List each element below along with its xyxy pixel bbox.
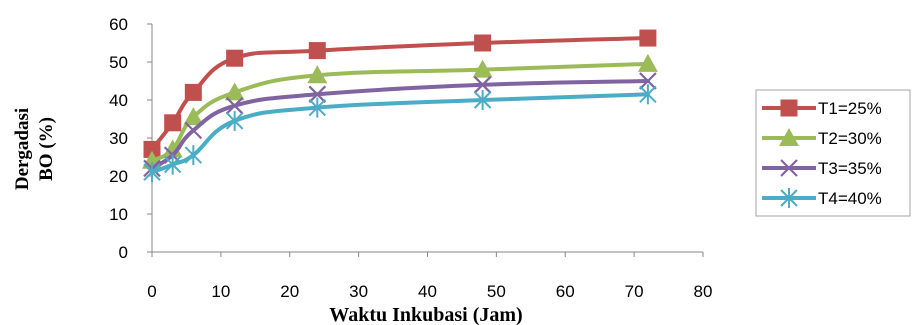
legend-label: T1=25%: [818, 99, 882, 118]
series-layer: [142, 30, 658, 183]
legend-label: T3=35%: [818, 159, 882, 178]
data-point: [164, 114, 181, 131]
x-tick-label: 50: [487, 282, 506, 301]
data-point: [185, 145, 201, 165]
series-line: [152, 94, 648, 172]
y-tick-label: 50: [109, 53, 128, 72]
x-tick-label: 0: [147, 282, 156, 301]
data-point: [474, 35, 491, 52]
y-axis-title: Dergadasi BO (%): [12, 108, 57, 190]
series-3: [144, 73, 656, 176]
data-point: [226, 50, 243, 67]
legend-label: T4=40%: [818, 189, 882, 208]
x-axis-title: Waktu Inkubasi (Jam): [329, 304, 522, 325]
y-tick-label: 20: [109, 167, 128, 186]
x-tick-label: 10: [211, 282, 230, 301]
y-axis-title-line-1: Dergadasi: [12, 108, 33, 190]
data-point: [639, 30, 656, 47]
x-tick-label: 20: [280, 282, 299, 301]
data-point: [185, 84, 202, 101]
legend: T1=25% T2=30% T3=35% T4=40%: [756, 90, 910, 216]
series-line: [152, 64, 648, 161]
series-1: [144, 30, 657, 158]
y-tick-label: 10: [109, 205, 128, 224]
y-tick-label: 30: [109, 129, 128, 148]
y-axis-title-line-2: BO (%): [36, 117, 57, 181]
x-tick-label: 30: [349, 282, 368, 301]
legend-label: T2=30%: [818, 129, 882, 148]
x-tick-label: 80: [694, 282, 713, 301]
y-tick-label: 40: [109, 91, 128, 110]
legend-marker: [781, 100, 798, 117]
data-point: [309, 42, 326, 59]
x-tick-label: 70: [625, 282, 644, 301]
x-tick-label: 60: [556, 282, 575, 301]
x-tick-label: 40: [418, 282, 437, 301]
axes: 0 10 20 30 40 50 60 0 10 20 30 40 50 60 70 80: [109, 15, 712, 301]
y-tick-label: 0: [119, 243, 128, 262]
y-tick-label: 60: [109, 15, 128, 34]
